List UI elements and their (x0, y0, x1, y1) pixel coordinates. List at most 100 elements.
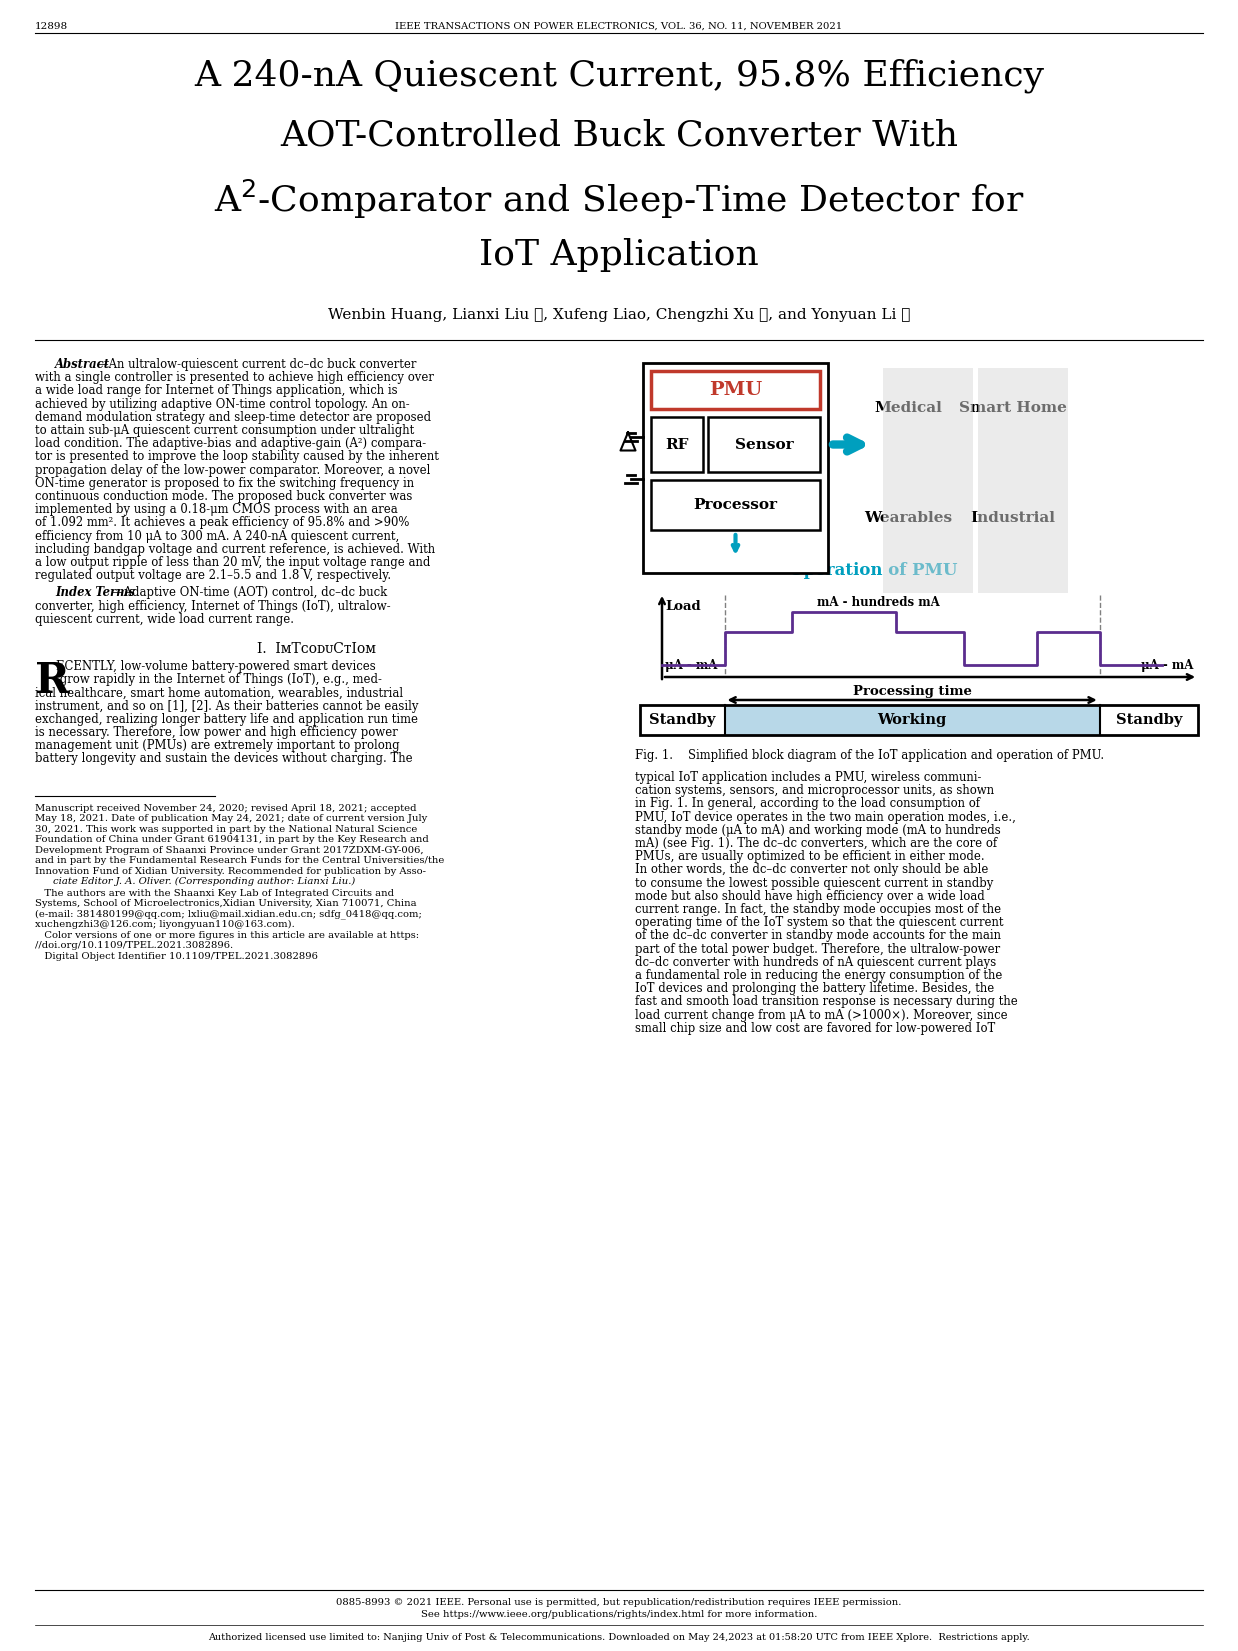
Text: IoT Application: IoT Application (479, 238, 759, 272)
Text: implemented by using a 0.18-μm CMOS process with an area: implemented by using a 0.18-μm CMOS proc… (35, 504, 397, 517)
Text: The authors are with the Shaanxi Key Lab of Integrated Circuits and: The authors are with the Shaanxi Key Lab… (35, 888, 394, 898)
Text: Wenbin Huang, Lianxi Liu ⓓ, Xufeng Liao, Chengzhi Xu ⓓ, and Yonyuan Li ⓓ: Wenbin Huang, Lianxi Liu ⓓ, Xufeng Liao,… (328, 309, 910, 322)
Text: exchanged, realizing longer battery life and application run time: exchanged, realizing longer battery life… (35, 713, 418, 726)
Text: Processor: Processor (693, 499, 777, 512)
Text: part of the total power budget. Therefore, the ultralow-power: part of the total power budget. Therefor… (635, 943, 1000, 956)
Text: Color versions of one or more figures in this article are available at https:: Color versions of one or more figures in… (35, 931, 420, 939)
Bar (708, 418, 820, 472)
Text: In other words, the dc–dc converter not only should be able: In other words, the dc–dc converter not … (635, 863, 988, 877)
Bar (724, 705, 1099, 735)
Text: instrument, and so on [1], [2]. As their batteries cannot be easily: instrument, and so on [1], [2]. As their… (35, 700, 418, 713)
Text: PMUs, are usually optimized to be efficient in either mode.: PMUs, are usually optimized to be effici… (635, 850, 984, 863)
Text: IEEE TRANSACTIONS ON POWER ELECTRONICS, VOL. 36, NO. 11, NOVEMBER 2021: IEEE TRANSACTIONS ON POWER ELECTRONICS, … (395, 21, 843, 31)
Text: I.  IᴍTᴄᴏᴅᴜCᴛIᴏᴍ: I. IᴍTᴄᴏᴅᴜCᴛIᴏᴍ (258, 642, 376, 655)
Text: Processing time: Processing time (853, 685, 972, 698)
Bar (978, 368, 1068, 489)
Text: propagation delay of the low-power comparator. Moreover, a novel: propagation delay of the low-power compa… (35, 464, 431, 477)
Bar (643, 363, 828, 573)
Text: load current change from μA to mA (>1000×). Moreover, since: load current change from μA to mA (>1000… (635, 1009, 1008, 1022)
Text: efficiency from 10 μA to 300 mA. A 240-nA quiescent current,: efficiency from 10 μA to 300 mA. A 240-n… (35, 530, 399, 543)
Bar (883, 368, 973, 489)
Text: Smart Home: Smart Home (959, 401, 1067, 414)
Bar (651, 418, 703, 472)
Text: battery longevity and sustain the devices without charging. The: battery longevity and sustain the device… (35, 753, 412, 766)
Text: Fig. 1.    Simplified block diagram of the IoT application and operation of PMU.: Fig. 1. Simplified block diagram of the … (635, 750, 1104, 763)
Text: mA) (see Fig. 1). The dc–dc converters, which are the core of: mA) (see Fig. 1). The dc–dc converters, … (635, 837, 997, 850)
Text: converter, high efficiency, Internet of Things (IoT), ultralow-: converter, high efficiency, Internet of … (35, 599, 391, 613)
Text: grow rapidly in the Internet of Things (IoT), e.g., med-: grow rapidly in the Internet of Things (… (56, 674, 381, 687)
Text: PMU, IoT device operates in the two main operation modes, i.e.,: PMU, IoT device operates in the two main… (635, 811, 1016, 824)
Text: May 18, 2021. Date of publication May 24, 2021; date of current version July: May 18, 2021. Date of publication May 24… (35, 814, 427, 824)
Text: Index Terms: Index Terms (54, 586, 135, 599)
Text: Working: Working (878, 713, 947, 726)
Text: and in part by the Fundamental Research Funds for the Central Universities/the: and in part by the Fundamental Research … (35, 857, 444, 865)
Text: current range. In fact, the standby mode occupies most of the: current range. In fact, the standby mode… (635, 903, 1002, 916)
Text: A$^2$-Comparator and Sleep-Time Detector for: A$^2$-Comparator and Sleep-Time Detector… (214, 178, 1024, 221)
Text: Abstract: Abstract (54, 358, 110, 371)
Text: Innovation Fund of Xidian University. Recommended for publication by Asso-: Innovation Fund of Xidian University. Re… (35, 867, 426, 875)
Text: μA - mA: μA - mA (665, 659, 717, 672)
Bar (640, 705, 1198, 735)
Text: management unit (PMUs) are extremely important to prolong: management unit (PMUs) are extremely imp… (35, 740, 400, 753)
Text: demand modulation strategy and sleep-time detector are proposed: demand modulation strategy and sleep-tim… (35, 411, 431, 424)
Text: Wearables: Wearables (864, 512, 952, 525)
Text: including bandgap voltage and current reference, is achieved. With: including bandgap voltage and current re… (35, 543, 435, 556)
Text: ical healthcare, smart home automation, wearables, industrial: ical healthcare, smart home automation, … (35, 687, 404, 700)
Text: with a single controller is presented to achieve high efficiency over: with a single controller is presented to… (35, 371, 433, 385)
Text: Medical: Medical (874, 401, 942, 414)
Text: Development Program of Shaanxi Province under Grant 2017ZDXM-GY-006,: Development Program of Shaanxi Province … (35, 845, 423, 855)
Text: ECENTLY, low-volume battery-powered smart devices: ECENTLY, low-volume battery-powered smar… (56, 660, 376, 674)
Text: quiescent current, wide load current range.: quiescent current, wide load current ran… (35, 613, 293, 626)
Text: to attain sub-μA quiescent current consumption under ultralight: to attain sub-μA quiescent current consu… (35, 424, 415, 438)
Text: 12898: 12898 (35, 21, 68, 31)
Text: operating time of the IoT system so that the quiescent current: operating time of the IoT system so that… (635, 916, 1004, 930)
Text: IoT devices and prolonging the battery lifetime. Besides, the: IoT devices and prolonging the battery l… (635, 982, 994, 996)
Text: PMU: PMU (709, 381, 763, 400)
Text: RF: RF (665, 438, 688, 451)
Text: Digital Object Identifier 10.1109/TPEL.2021.3082896: Digital Object Identifier 10.1109/TPEL.2… (35, 951, 318, 961)
Text: dc–dc converter with hundreds of nA quiescent current plays: dc–dc converter with hundreds of nA quie… (635, 956, 997, 969)
Text: Manuscript received November 24, 2020; revised April 18, 2021; accepted: Manuscript received November 24, 2020; r… (35, 804, 416, 812)
Text: a wide load range for Internet of Things application, which is: a wide load range for Internet of Things… (35, 385, 397, 398)
Text: regulated output voltage are 2.1–5.5 and 1.8 V, respectively.: regulated output voltage are 2.1–5.5 and… (35, 570, 391, 583)
Text: Industrial: Industrial (971, 512, 1056, 525)
Bar (651, 371, 820, 409)
Text: Systems, School of Microelectronics,Xidian University, Xian 710071, China: Systems, School of Microelectronics,Xidi… (35, 900, 417, 908)
Text: typical IoT application includes a PMU, wireless communi-: typical IoT application includes a PMU, … (635, 771, 982, 784)
Text: Sensor: Sensor (734, 438, 794, 451)
Text: AOT-Controlled Buck Converter With: AOT-Controlled Buck Converter With (280, 117, 958, 152)
Bar (978, 489, 1068, 593)
Text: μA - mA: μA - mA (1140, 659, 1193, 672)
Text: is necessary. Therefore, low power and high efficiency power: is necessary. Therefore, low power and h… (35, 726, 397, 740)
Text: cation systems, sensors, and microprocessor units, as shown: cation systems, sensors, and microproces… (635, 784, 994, 797)
Text: to consume the lowest possible quiescent current in standby: to consume the lowest possible quiescent… (635, 877, 993, 890)
Text: //doi.org/10.1109/TPEL.2021.3082896.: //doi.org/10.1109/TPEL.2021.3082896. (35, 941, 233, 949)
Text: fast and smooth load transition response is necessary during the: fast and smooth load transition response… (635, 996, 1018, 1009)
Text: Load: Load (665, 599, 701, 613)
Text: ON-time generator is proposed to fix the switching frequency in: ON-time generator is proposed to fix the… (35, 477, 415, 490)
Text: A 240-nA Quiescent Current, 95.8% Efficiency: A 240-nA Quiescent Current, 95.8% Effici… (194, 58, 1044, 92)
Text: in Fig. 1. In general, according to the load consumption of: in Fig. 1. In general, according to the … (635, 797, 980, 811)
Text: Standby: Standby (1115, 713, 1182, 726)
Text: Foundation of China under Grant 61904131, in part by the Key Research and: Foundation of China under Grant 61904131… (35, 835, 428, 844)
Text: mA - hundreds mA: mA - hundreds mA (817, 596, 940, 609)
Text: of the dc–dc converter in standby mode accounts for the main: of the dc–dc converter in standby mode a… (635, 930, 1002, 943)
Text: 30, 2021. This work was supported in part by the National Natural Science: 30, 2021. This work was supported in par… (35, 824, 417, 834)
Text: —An ultralow-quiescent current dc–dc buck converter: —An ultralow-quiescent current dc–dc buc… (97, 358, 416, 371)
Text: Standby: Standby (649, 713, 716, 726)
Text: 0885-8993 © 2021 IEEE. Personal use is permitted, but republication/redistributi: 0885-8993 © 2021 IEEE. Personal use is p… (337, 1598, 901, 1606)
Text: xuchengzhi3@126.com; liyongyuan110@163.com).: xuchengzhi3@126.com; liyongyuan110@163.c… (35, 920, 295, 930)
Bar (883, 489, 973, 593)
Bar (651, 480, 820, 530)
Text: (e-mail: 381480199@qq.com; lxliu@mail.xidian.edu.cn; sdfg_0418@qq.com;: (e-mail: 381480199@qq.com; lxliu@mail.xi… (35, 910, 422, 920)
Text: tor is presented to improve the loop stability caused by the inherent: tor is presented to improve the loop sta… (35, 451, 439, 464)
Text: load condition. The adaptive-bias and adaptive-gain (A²) compara-: load condition. The adaptive-bias and ad… (35, 438, 426, 451)
Text: continuous conduction mode. The proposed buck converter was: continuous conduction mode. The proposed… (35, 490, 412, 504)
Text: a low output ripple of less than 20 mV, the input voltage range and: a low output ripple of less than 20 mV, … (35, 556, 431, 570)
Text: Operation of PMU: Operation of PMU (790, 561, 958, 580)
Text: small chip size and low cost are favored for low-powered IoT: small chip size and low cost are favored… (635, 1022, 995, 1035)
Text: Authorized licensed use limited to: Nanjing Univ of Post & Telecommunications. D: Authorized licensed use limited to: Nanj… (208, 1633, 1030, 1643)
Text: mode but also should have high efficiency over a wide load: mode but also should have high efficienc… (635, 890, 984, 903)
Text: achieved by utilizing adaptive ON-time control topology. An on-: achieved by utilizing adaptive ON-time c… (35, 398, 410, 411)
Text: ciate Editor J. A. Oliver. (Corresponding author: Lianxi Liu.): ciate Editor J. A. Oliver. (Correspondin… (53, 877, 355, 887)
